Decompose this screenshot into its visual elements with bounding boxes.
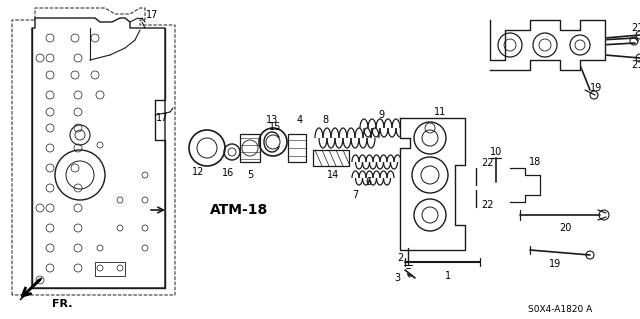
Text: S0X4-A1820 A: S0X4-A1820 A — [528, 306, 592, 315]
Text: 22: 22 — [481, 158, 493, 168]
Bar — [288, 134, 306, 162]
Text: 8: 8 — [322, 115, 328, 125]
Text: 21: 21 — [631, 60, 640, 70]
Polygon shape — [20, 278, 42, 300]
Text: 7: 7 — [352, 190, 358, 200]
Text: 11: 11 — [434, 107, 446, 117]
Text: 4: 4 — [297, 115, 303, 125]
Text: 16: 16 — [222, 168, 234, 178]
Text: 3: 3 — [394, 273, 400, 283]
Text: 18: 18 — [529, 157, 541, 167]
Text: 17: 17 — [146, 10, 158, 20]
Bar — [313, 150, 349, 166]
Text: FR.: FR. — [52, 299, 72, 309]
Text: 15: 15 — [269, 122, 281, 132]
Text: 17: 17 — [156, 113, 168, 123]
Text: 19: 19 — [549, 259, 561, 269]
Text: 13: 13 — [266, 115, 278, 125]
Text: 22: 22 — [481, 200, 493, 210]
Bar — [95, 262, 125, 276]
Text: 9: 9 — [378, 110, 384, 120]
Text: ATM-18: ATM-18 — [210, 203, 268, 217]
Text: 14: 14 — [327, 170, 339, 180]
Polygon shape — [490, 20, 605, 70]
Text: 1: 1 — [445, 271, 451, 281]
Text: 2: 2 — [397, 253, 403, 263]
Text: 19: 19 — [590, 83, 602, 93]
Bar — [240, 134, 260, 162]
Text: 21: 21 — [631, 23, 640, 33]
Text: 5: 5 — [247, 170, 253, 180]
Text: 6: 6 — [365, 177, 371, 187]
Polygon shape — [400, 118, 465, 250]
Text: 10: 10 — [490, 147, 502, 157]
Text: 20: 20 — [559, 223, 571, 233]
Text: 12: 12 — [192, 167, 204, 177]
